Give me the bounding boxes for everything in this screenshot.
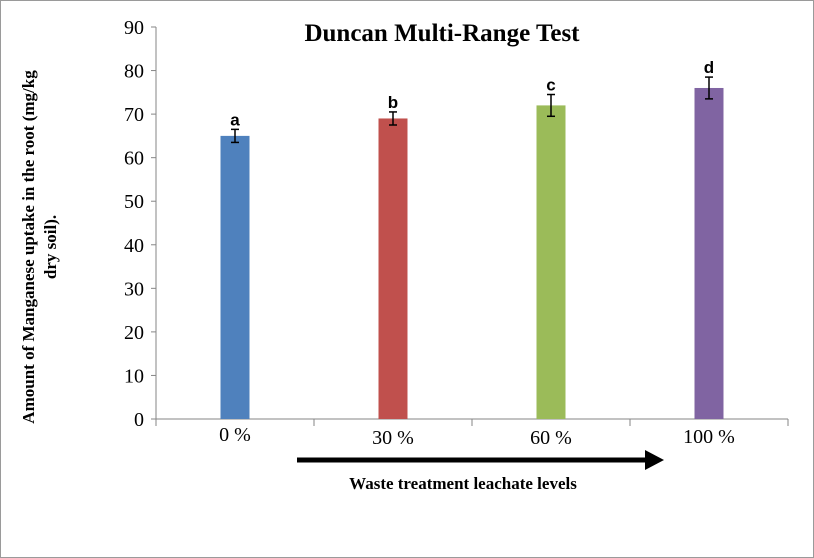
significance-letter: c xyxy=(546,76,555,95)
y-tick-label: 60 xyxy=(124,148,144,170)
y-tick-label: 30 xyxy=(124,278,144,300)
chart-title: Duncan Multi-Range Test xyxy=(304,20,580,47)
x-category-label: 60 % xyxy=(530,427,572,449)
y-tick-label: 80 xyxy=(124,61,144,83)
y-tick-label: 90 xyxy=(124,17,144,39)
x-axis: 0 % 30 % 60 % 100 % xyxy=(155,418,789,449)
y-tick-label: 10 xyxy=(124,365,144,387)
x-category-label: 30 % xyxy=(372,427,414,449)
y-tick-label: 70 xyxy=(124,104,144,126)
y-axis-title-line-1: Amount of Manganese uptake in the root (… xyxy=(19,70,38,424)
x-axis-title: Waste treatment leachate levels xyxy=(349,474,577,493)
y-tick-label: 0 xyxy=(134,409,144,431)
bar xyxy=(378,118,408,419)
bar xyxy=(536,105,566,420)
bar xyxy=(694,87,724,419)
x-category-label: 0 % xyxy=(219,424,251,446)
significance-letter: a xyxy=(230,110,240,129)
y-tick-label: 50 xyxy=(124,191,144,213)
y-axis: 0 10 20 30 40 50 60 70 80 90 xyxy=(124,17,157,431)
bars-layer: a b c d xyxy=(220,58,724,420)
y-axis-title-line-2: dry soil). xyxy=(41,215,60,279)
direction-arrow-head xyxy=(645,450,664,470)
significance-letter: b xyxy=(388,93,398,112)
bar xyxy=(220,135,250,419)
y-tick-label: 40 xyxy=(124,235,144,257)
significance-letter: d xyxy=(704,58,714,77)
x-category-label: 100 % xyxy=(683,426,735,448)
y-tick-label: 20 xyxy=(124,322,144,344)
y-axis-title: Amount of Manganese uptake in the root (… xyxy=(19,70,60,424)
